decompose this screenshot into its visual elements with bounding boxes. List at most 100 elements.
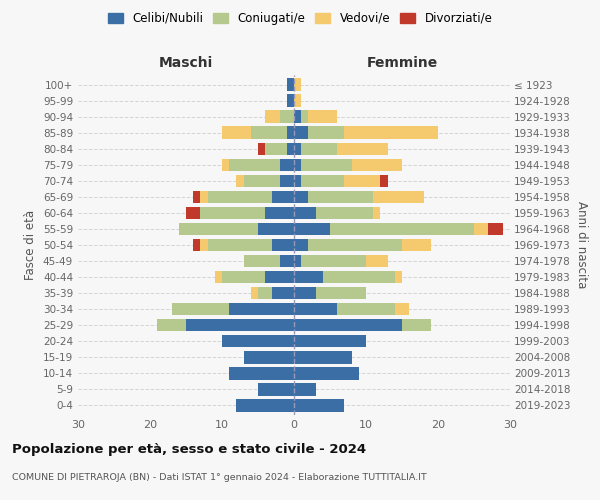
Bar	[280, 174, 294, 187]
Bar	[294, 158, 301, 171]
Bar	[301, 174, 344, 187]
Bar	[236, 174, 244, 187]
Bar	[301, 142, 337, 155]
Bar	[294, 351, 352, 364]
Bar	[265, 110, 280, 123]
Bar	[258, 383, 294, 396]
Bar	[258, 222, 294, 235]
Text: Femmine: Femmine	[367, 56, 437, 70]
Bar	[244, 255, 280, 268]
Bar	[294, 367, 359, 380]
Legend: Celibi/Nubili, Coniugati/e, Vedovi/e, Divorziati/e: Celibi/Nubili, Coniugati/e, Vedovi/e, Di…	[104, 8, 496, 28]
Bar	[294, 222, 330, 235]
Bar	[395, 271, 402, 283]
Bar	[229, 158, 280, 171]
Bar	[251, 126, 287, 139]
Bar	[229, 303, 294, 316]
Bar	[337, 142, 388, 155]
Bar	[294, 303, 337, 316]
Text: Popolazione per età, sesso e stato civile - 2024: Popolazione per età, sesso e stato civil…	[12, 442, 366, 456]
Bar	[208, 190, 272, 203]
Text: Maschi: Maschi	[159, 56, 213, 70]
Bar	[352, 158, 402, 171]
Bar	[222, 126, 251, 139]
Bar	[200, 206, 265, 219]
Bar	[236, 399, 294, 411]
Bar	[344, 126, 438, 139]
Bar	[301, 158, 352, 171]
Bar	[402, 319, 431, 332]
Bar	[294, 255, 301, 268]
Bar	[222, 158, 229, 171]
Bar	[215, 271, 222, 283]
Bar	[294, 319, 402, 332]
Bar	[294, 110, 301, 123]
Bar	[294, 335, 366, 347]
Bar	[316, 206, 373, 219]
Bar	[229, 367, 294, 380]
Y-axis label: Anni di nascita: Anni di nascita	[575, 202, 587, 288]
Bar	[294, 287, 316, 300]
Bar	[272, 287, 294, 300]
Bar	[366, 255, 388, 268]
Bar	[330, 222, 474, 235]
Bar	[373, 190, 424, 203]
Bar	[265, 206, 294, 219]
Bar	[395, 303, 409, 316]
Bar	[301, 110, 308, 123]
Bar	[258, 142, 265, 155]
Bar	[344, 174, 380, 187]
Bar	[308, 110, 337, 123]
Bar	[287, 126, 294, 139]
Bar	[244, 351, 294, 364]
Bar	[265, 142, 287, 155]
Bar	[488, 222, 503, 235]
Bar	[294, 78, 301, 91]
Bar	[294, 238, 308, 252]
Bar	[323, 271, 395, 283]
Bar	[200, 238, 208, 252]
Bar	[251, 287, 258, 300]
Bar	[380, 174, 388, 187]
Bar	[373, 206, 380, 219]
Bar	[179, 222, 258, 235]
Bar	[316, 287, 366, 300]
Bar	[193, 238, 200, 252]
Bar	[272, 238, 294, 252]
Bar	[258, 287, 272, 300]
Bar	[287, 78, 294, 91]
Bar	[157, 319, 186, 332]
Bar	[308, 126, 344, 139]
Bar	[294, 174, 301, 187]
Bar	[193, 190, 200, 203]
Bar	[186, 319, 294, 332]
Bar	[294, 271, 323, 283]
Bar	[294, 383, 316, 396]
Bar	[222, 271, 265, 283]
Bar	[244, 174, 280, 187]
Bar	[280, 255, 294, 268]
Bar	[280, 110, 294, 123]
Bar	[265, 271, 294, 283]
Bar	[294, 399, 344, 411]
Bar	[294, 206, 316, 219]
Bar	[402, 238, 431, 252]
Bar	[294, 142, 301, 155]
Bar	[208, 238, 272, 252]
Bar	[294, 94, 301, 107]
Bar	[474, 222, 488, 235]
Bar	[294, 190, 308, 203]
Bar	[287, 142, 294, 155]
Bar	[287, 94, 294, 107]
Y-axis label: Fasce di età: Fasce di età	[25, 210, 37, 280]
Bar	[337, 303, 395, 316]
Bar	[280, 158, 294, 171]
Bar	[172, 303, 229, 316]
Bar	[272, 190, 294, 203]
Bar	[308, 238, 402, 252]
Bar	[294, 126, 308, 139]
Text: COMUNE DI PIETRAROJA (BN) - Dati ISTAT 1° gennaio 2024 - Elaborazione TUTTITALIA: COMUNE DI PIETRAROJA (BN) - Dati ISTAT 1…	[12, 472, 427, 482]
Bar	[301, 255, 366, 268]
Bar	[186, 206, 200, 219]
Bar	[200, 190, 208, 203]
